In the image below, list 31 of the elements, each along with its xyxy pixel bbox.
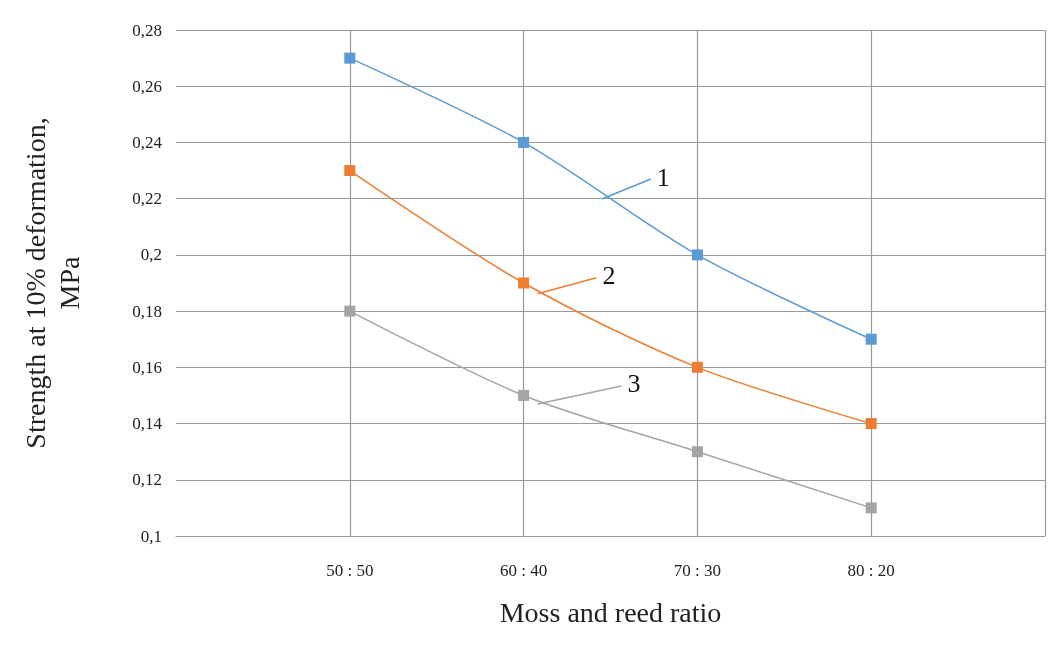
point <box>344 52 356 64</box>
point <box>691 361 703 373</box>
point <box>518 389 530 401</box>
point <box>865 333 877 345</box>
point <box>518 277 530 289</box>
point <box>344 305 356 317</box>
y-tick-label: 0,24 <box>132 132 163 152</box>
x-tick-label: 70 : 30 <box>673 561 722 580</box>
y-tick-label: 0,1 <box>140 526 162 546</box>
y-tick-label: 0,18 <box>132 301 162 321</box>
y-tick-label: 0,26 <box>132 76 162 96</box>
y-tick-label: 0,2 <box>140 245 162 265</box>
point <box>865 418 877 430</box>
legend-label: 3 <box>627 369 641 399</box>
y-tick-label: 0,28 <box>132 20 162 40</box>
x-axis-title: Moss and reed ratio <box>499 596 722 628</box>
legend-label: 1 <box>656 162 670 192</box>
point <box>691 446 703 458</box>
legend-label: 2 <box>602 261 616 291</box>
x-tick-label: 60 : 40 <box>499 561 548 580</box>
point <box>344 165 356 177</box>
x-tick-label: 80 : 20 <box>847 561 895 580</box>
y-tick-label: 0,22 <box>132 189 162 209</box>
x-tick-label: 50 : 50 <box>326 561 374 580</box>
y-tick-label: 0,12 <box>132 470 162 490</box>
y-tick-label: 0,16 <box>132 357 162 377</box>
point <box>691 249 703 261</box>
point <box>518 136 530 148</box>
y-axis-title: Strength at 10% deformation, MPa <box>19 117 85 449</box>
y-tick-label: 0,14 <box>132 414 163 434</box>
point <box>865 502 877 514</box>
